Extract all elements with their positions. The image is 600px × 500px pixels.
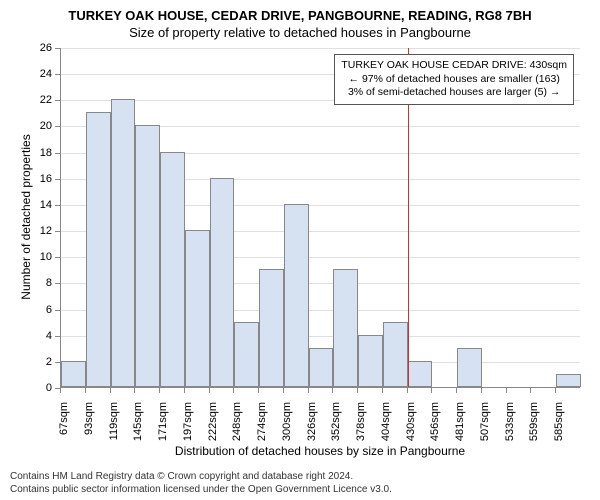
footer-line2: Contains public sector information licen… [10,484,392,495]
bar [160,152,185,387]
bar [284,204,309,387]
y-tick-label: 2 [22,356,52,368]
bar [408,361,433,387]
bar [86,112,111,387]
x-tick-mark [283,388,284,393]
chart-subtitle: Size of property relative to detached ho… [0,23,600,40]
x-tick-mark [134,388,135,393]
chart-title: TURKEY OAK HOUSE, CEDAR DRIVE, PANGBOURN… [0,0,600,23]
y-tick-label: 24 [22,68,52,80]
x-tick-mark [332,388,333,393]
y-tick-label: 0 [22,382,52,394]
bar [457,348,482,387]
bar [333,269,358,387]
annotation-box: TURKEY OAK HOUSE CEDAR DRIVE: 430sqm ← 9… [334,54,574,105]
x-tick-mark [407,388,408,393]
gridline [61,48,580,49]
bar [111,99,136,387]
plot-area: TURKEY OAK HOUSE CEDAR DRIVE: 430sqm ← 9… [60,48,580,388]
bar [61,361,86,387]
x-tick-mark [506,388,507,393]
x-tick-mark [258,388,259,393]
x-tick-mark [209,388,210,393]
annotation-line3: 3% of semi-detached houses are larger (5… [341,86,567,100]
x-tick-mark [308,388,309,393]
x-tick-mark [159,388,160,393]
y-tick-label: 26 [22,42,52,54]
x-tick-mark [382,388,383,393]
y-tick-label: 4 [22,330,52,342]
bar [234,322,259,387]
footer-line1: Contains HM Land Registry data © Crown c… [10,471,353,482]
chart-container: TURKEY OAK HOUSE, CEDAR DRIVE, PANGBOURN… [0,0,600,500]
x-tick-mark [110,388,111,393]
bar [309,348,334,387]
x-tick-mark [431,388,432,393]
x-tick-mark [184,388,185,393]
x-tick-mark [530,388,531,393]
x-tick-mark [481,388,482,393]
bar [358,335,383,387]
annotation-line1: TURKEY OAK HOUSE CEDAR DRIVE: 430sqm [341,59,567,73]
x-tick-mark [555,388,556,393]
x-tick-mark [456,388,457,393]
y-tick-label: 22 [22,94,52,106]
x-tick-mark [85,388,86,393]
bar [210,178,235,387]
bar [383,322,408,387]
bar [259,269,284,387]
bar [185,230,210,387]
plot-wrap: 02468101214161820222426 TURKEY OAK HOUSE… [60,48,580,388]
bar [135,125,160,387]
y-axis-label: Number of detached properties [19,117,33,317]
x-tick-mark [357,388,358,393]
bar [556,374,581,387]
x-tick-mark [60,388,61,393]
x-tick-mark [233,388,234,393]
annotation-line2: ← 97% of detached houses are smaller (16… [341,73,567,87]
x-axis-label: Distribution of detached houses by size … [60,444,580,458]
